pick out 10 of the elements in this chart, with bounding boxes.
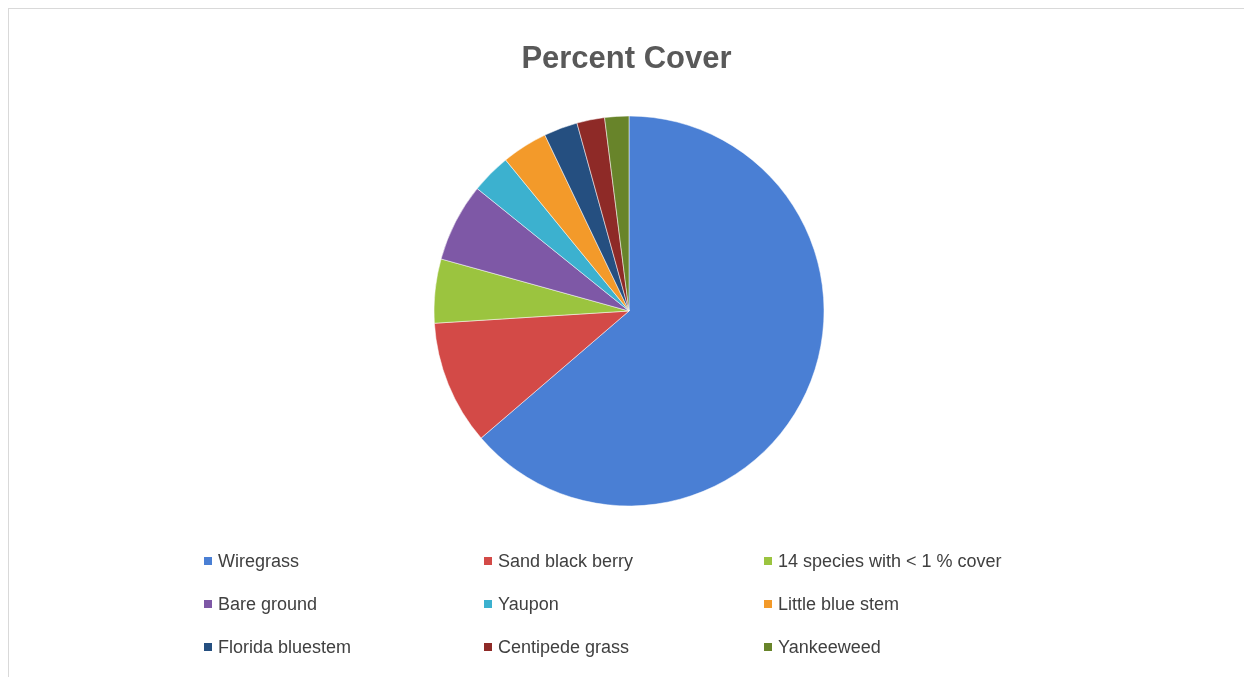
chart-title: Percent Cover [521, 40, 732, 75]
legend-label: Yaupon [498, 594, 559, 614]
legend-label: Little blue stem [778, 594, 900, 614]
legend-label: Sand black berry [498, 551, 634, 571]
legend-label: Wiregrass [218, 551, 300, 571]
legend-label: Bare ground [218, 594, 318, 614]
legend-label: 14 species with < 1 % cover [778, 551, 1002, 571]
legend-label: Centipede grass [498, 637, 630, 657]
legend-label: Florida bluestem [218, 637, 352, 657]
legend-label: Yankeeweed [778, 637, 881, 657]
